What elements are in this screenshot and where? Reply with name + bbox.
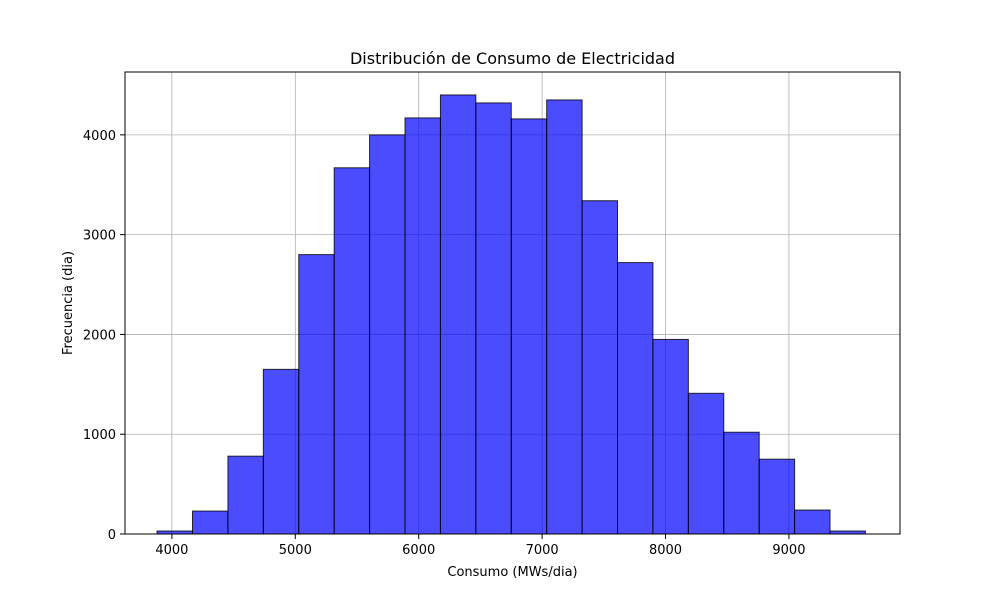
axis-ticks: 4000 5000 6000 7000 8000 9000 0 1000 2000 3000 400… xyxy=(83,129,806,558)
y-tick-label: 0 xyxy=(108,528,116,543)
chart-title: Distribución de Consumo de Electricidad xyxy=(350,49,675,68)
histogram-bar xyxy=(652,338,689,535)
x-tick-label: 5000 xyxy=(279,543,312,558)
histogram-bar xyxy=(510,118,548,535)
histogram-bar xyxy=(192,510,229,535)
histogram-bar xyxy=(794,509,831,535)
histogram-bar xyxy=(546,99,583,535)
histogram-bar xyxy=(758,458,796,535)
x-tick-label: 7000 xyxy=(526,543,559,558)
x-tick-label: 9000 xyxy=(772,543,805,558)
x-tick-label: 4000 xyxy=(155,543,188,558)
histogram-bar xyxy=(439,94,477,535)
histogram-bar xyxy=(617,262,654,535)
y-tick-label: 3000 xyxy=(83,229,116,244)
y-tick-label: 4000 xyxy=(83,129,116,144)
x-tick-label: 6000 xyxy=(402,543,435,558)
axes-frame xyxy=(124,71,901,535)
y-tick-label: 2000 xyxy=(83,328,116,343)
histogram-bar xyxy=(333,167,371,535)
y-axis-label: Frecuencia (dia) xyxy=(61,251,76,355)
histogram-bars xyxy=(156,94,866,535)
histogram-bar xyxy=(687,392,725,535)
histogram-bar xyxy=(723,431,760,535)
histogram-bar xyxy=(262,368,300,535)
y-tick-label: 1000 xyxy=(83,428,116,443)
histogram-bar xyxy=(227,455,264,535)
histogram-bar xyxy=(475,102,512,535)
histogram-bar xyxy=(581,200,619,535)
x-tick-label: 8000 xyxy=(649,543,682,558)
histogram-bar xyxy=(298,254,335,535)
histogram-bar xyxy=(404,117,441,535)
histogram-bar xyxy=(369,134,406,535)
x-axis-label: Consumo (MWs/dia) xyxy=(447,565,577,580)
